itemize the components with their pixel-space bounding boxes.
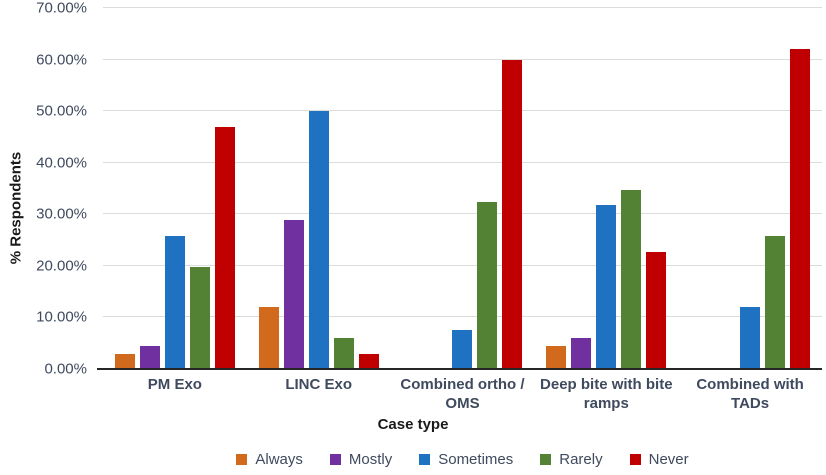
y-tick-label: 50.00% [36, 102, 87, 120]
x-axis-title: Case type [377, 416, 449, 433]
bar-group [103, 8, 247, 369]
x-category-label: Deep bite with bite ramps [540, 376, 673, 412]
legend-swatch-icon [419, 454, 431, 465]
gridline [103, 7, 822, 8]
x-category-label: PM Exo [147, 376, 202, 393]
x-category-label: LINC Exo [285, 376, 353, 393]
bar-sometimes [596, 205, 617, 369]
y-tick-label: 40.00% [36, 154, 87, 172]
legend: Always Mostly Sometimes Rarely Never [103, 451, 822, 468]
legend-swatch-icon [236, 454, 248, 465]
bar-group [247, 8, 391, 369]
gridline [103, 110, 822, 112]
bar-rarely [477, 201, 498, 369]
gridline [103, 316, 822, 318]
y-tick-label: 20.00% [36, 257, 87, 275]
bar-sometimes [452, 329, 473, 369]
plot-area [97, 7, 822, 370]
bar-mostly [283, 220, 304, 369]
legend-label: Rarely [559, 451, 603, 468]
x-axis-line [97, 368, 822, 370]
legend-item-mostly: Mostly [329, 451, 393, 468]
bar-always [258, 306, 279, 369]
bar-group [391, 8, 535, 369]
gridline [103, 264, 822, 266]
y-tick-label: 10.00% [36, 308, 87, 326]
bar-sometimes [308, 111, 329, 369]
bar-always [114, 353, 135, 369]
legend-label: Sometimes [438, 451, 514, 468]
legend-item-always: Always [236, 451, 303, 468]
bar-sometimes [740, 306, 761, 369]
legend-item-rarely: Rarely [540, 451, 603, 468]
bar-rarely [621, 189, 642, 369]
bar-rarely [189, 267, 210, 369]
y-tick-label: 30.00% [36, 205, 87, 223]
legend-swatch-icon [629, 454, 641, 465]
bar-group [678, 8, 822, 369]
bar-always [546, 345, 567, 369]
bar-never [214, 126, 235, 369]
x-axis-category-labels: PM Exo LINC Exo Combined ortho / OMS Deep b… [103, 376, 822, 414]
y-tick-label: 60.00% [36, 51, 87, 69]
x-category-label: Combined with TADs [696, 376, 804, 412]
legend-swatch-icon [329, 454, 341, 465]
bar-mostly [571, 337, 592, 369]
bar-never [358, 353, 379, 369]
bar-rarely [333, 337, 354, 369]
legend-swatch-icon [540, 454, 552, 465]
bar-groups [103, 8, 822, 369]
bar-mostly [139, 345, 160, 369]
y-tick-label: 0.00% [44, 360, 87, 378]
legend-label: Always [255, 451, 303, 468]
y-tick-label: 70.00% [36, 0, 87, 17]
bar-rarely [765, 235, 786, 369]
y-axis-tick-labels: 0.00% 10.00% 20.00% 30.00% 40.00% 50.00% 60.00… [0, 0, 95, 378]
legend-item-never: Never [629, 451, 689, 468]
bar-never [646, 251, 667, 369]
gridline [103, 58, 822, 60]
bar-group [534, 8, 678, 369]
legend-label: Never [648, 451, 689, 468]
gridline [103, 161, 822, 163]
bar-never [790, 48, 811, 369]
x-category-label: Combined ortho / OMS [400, 376, 525, 412]
legend-item-sometimes: Sometimes [419, 451, 513, 468]
legend-label: Mostly [348, 451, 393, 468]
bar-sometimes [164, 235, 185, 369]
gridline [103, 213, 822, 215]
bar-never [502, 59, 523, 369]
